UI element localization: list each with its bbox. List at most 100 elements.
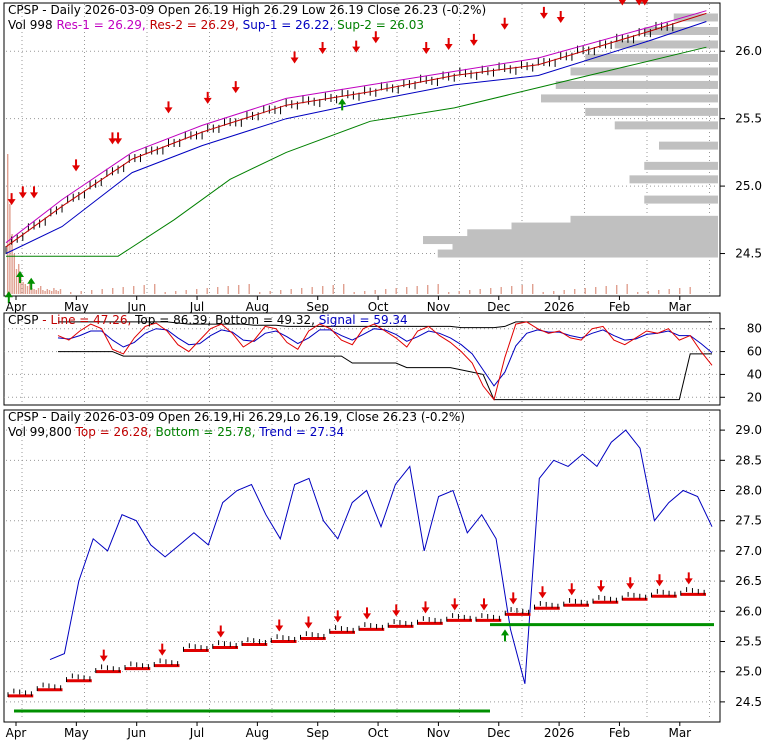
volume-bar	[47, 289, 48, 294]
volume-bar	[42, 290, 43, 294]
volume-bar	[417, 286, 418, 294]
volume-bar	[9, 204, 10, 294]
trend-panel-frame	[4, 410, 720, 722]
volume-bar	[238, 285, 239, 294]
price-y-tick-label: 26.0	[735, 44, 762, 58]
volume-bar	[469, 290, 470, 294]
price-y-tick-label: 25.5	[735, 112, 762, 126]
x-tick-label: Nov	[427, 726, 450, 740]
volume-bar	[16, 269, 17, 294]
volume-profile-bar	[644, 27, 718, 35]
volume-bar	[364, 291, 365, 294]
volume-bar	[280, 290, 281, 294]
volume-bar	[343, 284, 344, 294]
volume-bar	[564, 290, 565, 294]
volume-bar	[60, 289, 61, 294]
trend-header-line2: Vol 99,800 Top = 26.28, Bottom = 25.78, …	[8, 425, 344, 439]
volume-bar	[217, 287, 218, 294]
volume-bar	[22, 282, 23, 294]
volume-bar	[585, 288, 586, 294]
volume-bar	[648, 291, 649, 294]
x-tick-label: May	[64, 300, 89, 314]
volume-profile-bar	[556, 81, 718, 89]
trend-y-tick-label: 26.0	[735, 604, 762, 618]
trend-y-tick-label: 27.5	[735, 514, 762, 528]
volume-bar	[91, 290, 92, 294]
x-tick-label: Dec	[487, 726, 510, 740]
volume-bar	[228, 286, 229, 294]
volume-bar	[154, 284, 155, 294]
volume-bar	[375, 290, 376, 294]
volume-bar	[522, 285, 523, 294]
trend-y-ticks: 29.028.528.027.527.026.526.025.525.024.5	[720, 423, 762, 709]
trend-y-tick-label: 28.5	[735, 453, 762, 467]
x-tick-label: 2026	[544, 726, 575, 740]
volume-bar	[427, 285, 428, 294]
x-tick-label: May	[64, 726, 89, 740]
volume-bar	[501, 287, 502, 294]
volume-profile-bar	[571, 216, 719, 224]
volume-bar	[53, 288, 54, 294]
volume-bar	[102, 289, 103, 294]
volume-bar	[312, 287, 313, 294]
volume-bar	[249, 284, 250, 294]
volume-bar	[606, 286, 607, 294]
price-y-tick-label: 25.0	[735, 179, 762, 193]
volume-profile-bar	[644, 162, 718, 170]
volume-bar	[14, 254, 15, 294]
volume-bar	[165, 292, 166, 294]
volume-bar	[679, 288, 680, 294]
price-y-ticks: 26.0 25.5 25.0 24.5	[720, 44, 762, 260]
volume-bar	[70, 292, 71, 294]
volume-bar	[186, 290, 187, 294]
volume-bar	[49, 290, 50, 294]
volume-bar	[259, 292, 260, 294]
volume-bar	[44, 291, 45, 294]
volume-bar	[690, 287, 691, 294]
volume-bar	[123, 287, 124, 294]
x-tick-label: Apr	[6, 726, 27, 740]
oscillator-y-tick-label: 80	[747, 322, 762, 336]
volume-bar	[112, 288, 113, 294]
volume-bar	[532, 284, 533, 294]
volume-bar	[33, 289, 34, 294]
volume-bar	[270, 291, 271, 294]
x-tick-label: Nov	[427, 300, 450, 314]
x-tick-label: Jun	[126, 300, 146, 314]
volume-bar	[55, 290, 56, 294]
volume-profile-bar	[630, 175, 719, 183]
x-tick-label: Jun	[126, 726, 146, 740]
volume-bar	[669, 289, 670, 294]
oscillator-y-tick-label: 20	[747, 390, 762, 404]
x-tick-label: Oct	[368, 726, 389, 740]
volume-profile-bar	[615, 40, 718, 48]
price-header-line1: CPSP - Daily 2026-03-09 Open 26.19 High …	[8, 3, 486, 17]
trend-header-line1: CPSP - Daily 2026-03-09 Open 26.19,Hi 26…	[8, 410, 465, 424]
volume-bar	[459, 291, 460, 294]
volume-profile-bar	[644, 196, 718, 204]
volume-bar	[133, 286, 134, 294]
x-tick-label: Oct	[368, 300, 389, 314]
volume-profile-bar	[585, 108, 718, 116]
x-tick-label: Mar	[668, 726, 691, 740]
x-tick-label: Aug	[246, 726, 269, 740]
volume-bar	[36, 290, 37, 294]
volume-bar	[511, 286, 512, 294]
price-header-line2: Vol 998 Res-1 = 26.29, Res-2 = 26.29, Su…	[8, 18, 424, 32]
volume-bar	[144, 285, 145, 294]
price-y-tick-label: 24.5	[735, 247, 762, 261]
volume-bar	[291, 289, 292, 294]
volume-bar	[58, 291, 59, 294]
volume-bar	[385, 289, 386, 294]
volume-bar	[406, 287, 407, 294]
trend-y-tick-label: 25.5	[735, 634, 762, 648]
volume-bar	[354, 292, 355, 294]
volume-bar	[81, 291, 82, 294]
trend-panel: 29.028.528.027.527.026.526.025.525.024.5…	[4, 410, 762, 740]
volume-bar	[574, 289, 575, 294]
x-tick-label: Feb	[609, 726, 630, 740]
